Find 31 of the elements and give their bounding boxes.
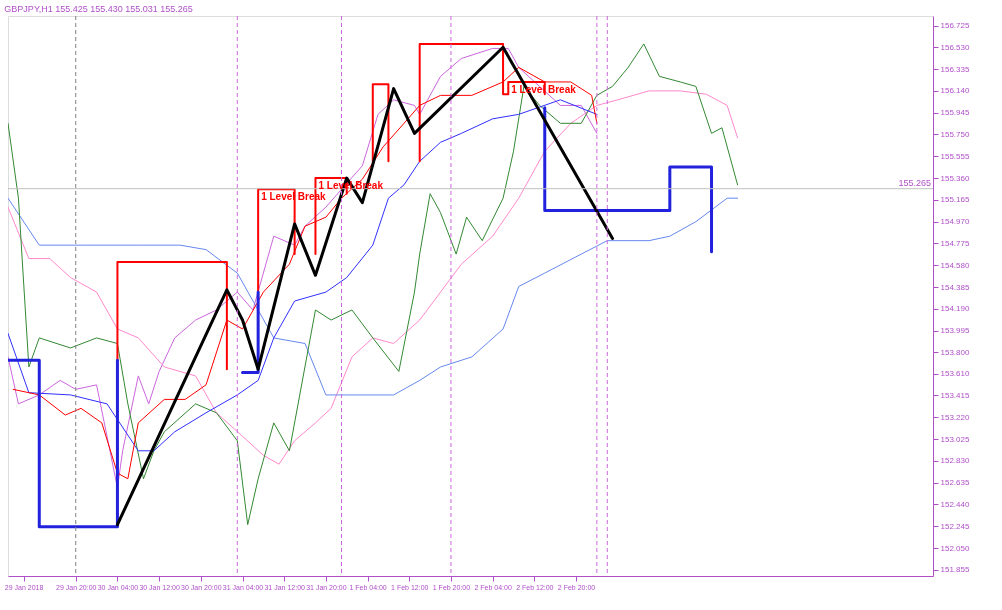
y-tick-label: 155.360 <box>940 173 970 183</box>
y-tick-label: 152.050 <box>940 543 970 553</box>
y-tick-label: 152.830 <box>940 456 970 466</box>
y-tick-label: 153.415 <box>940 390 970 400</box>
y-tick-label: 156.140 <box>940 86 970 96</box>
y-tick-label: 152.245 <box>940 521 970 531</box>
y-tick-label: 156.530 <box>940 42 970 52</box>
y-tick-label: 154.190 <box>940 304 970 314</box>
y-tick-label: 154.580 <box>940 260 970 270</box>
y-tick-label: 153.220 <box>940 412 970 422</box>
y-tick-label: 154.775 <box>940 238 970 248</box>
y-tick-label: 153.995 <box>940 326 970 336</box>
line-series <box>8 43 739 526</box>
y-tick-label: 153.025 <box>940 434 970 444</box>
y-tick-label: 153.800 <box>940 347 970 357</box>
y-tick-label: 152.440 <box>940 499 970 509</box>
y-tick-label: 154.970 <box>940 217 970 227</box>
annotation: 1 Level Break <box>318 180 384 192</box>
ref-line-label: 155.265 <box>898 177 931 188</box>
y-tick-label: 156.725 <box>940 21 970 30</box>
y-tick-label: 156.335 <box>940 64 970 74</box>
y-tick-label: 155.555 <box>940 151 970 161</box>
y-tick-label: 155.750 <box>940 129 970 139</box>
chart-title: GBPJPY,H1 155.425 155.430 155.031 155.265 <box>4 3 193 14</box>
y-tick-label: 154.385 <box>940 282 970 292</box>
line-series <box>115 45 615 527</box>
y-tick-label: 153.610 <box>940 369 970 379</box>
y-tick-label: 155.945 <box>940 108 970 118</box>
y-tick-label: 155.165 <box>940 195 970 205</box>
y-tick-label: 151.855 <box>940 565 970 575</box>
y-tick-label: 152.635 <box>940 478 970 488</box>
